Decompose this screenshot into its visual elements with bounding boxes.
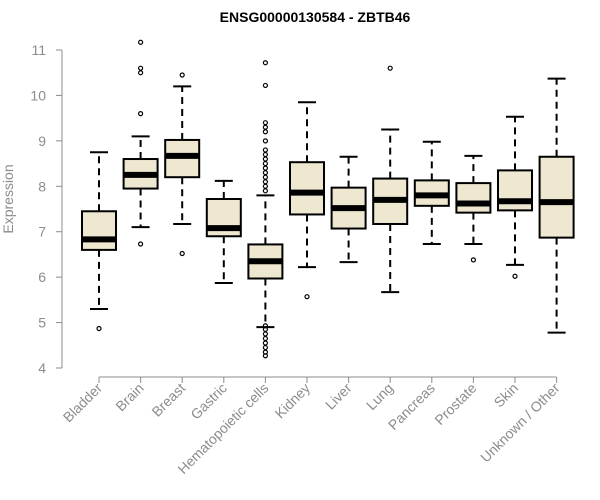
y-axis: 4 5 6 7 8 9 10 11 xyxy=(30,42,63,376)
y-axis-label: Expression xyxy=(0,164,16,233)
outlier-point xyxy=(262,340,268,346)
box-hematopoietic-cells xyxy=(247,60,284,359)
x-tick-label: Lung xyxy=(363,380,396,413)
y-tick-label: 7 xyxy=(38,224,46,240)
y-tick-label: 5 xyxy=(38,315,46,331)
iqr-box xyxy=(289,161,325,216)
box-unknown-other xyxy=(538,77,575,334)
outlier-point xyxy=(96,325,102,332)
outlier-point xyxy=(138,110,144,117)
x-tick-label: Liver xyxy=(322,380,355,413)
box-breast xyxy=(164,72,201,257)
box-brain xyxy=(122,39,159,247)
outlier-point xyxy=(262,331,268,337)
x-tick-label: Skin xyxy=(491,380,522,411)
x-tick-label: Breast xyxy=(148,380,188,420)
outlier-point xyxy=(512,273,518,279)
iqr-box xyxy=(455,182,492,214)
outlier-point xyxy=(470,257,476,263)
outlier-point xyxy=(262,335,268,342)
chart-title: ENSG00000130584 - ZBTB46 xyxy=(220,9,411,25)
outlier-point xyxy=(262,188,268,194)
y-tick-label: 6 xyxy=(38,269,46,285)
outlier-point xyxy=(262,120,268,126)
y-tick-label: 9 xyxy=(38,133,46,149)
outlier-point xyxy=(262,183,268,189)
outlier-point xyxy=(262,60,268,66)
outlier-point xyxy=(138,241,144,247)
outlier-point xyxy=(262,174,268,180)
y-tick-label: 10 xyxy=(30,87,46,103)
outlier-point xyxy=(179,72,185,78)
outlier-point xyxy=(262,156,268,162)
outlier-point xyxy=(262,323,268,329)
box-lung xyxy=(372,65,409,294)
box-liver xyxy=(330,155,367,264)
y-tick-label: 8 xyxy=(38,178,46,194)
outlier-point xyxy=(262,151,268,158)
outlier-point xyxy=(138,70,144,76)
box-bladder xyxy=(81,151,117,332)
x-tick-label: Brain xyxy=(112,380,146,414)
outlier-point xyxy=(387,65,393,71)
box-skin xyxy=(497,115,533,279)
y-tick-label: 11 xyxy=(31,42,46,58)
outlier-point xyxy=(179,250,185,257)
iqr-box xyxy=(81,210,117,251)
outlier-point xyxy=(262,160,268,167)
outlier-point xyxy=(262,147,268,153)
outlier-point xyxy=(262,170,268,176)
x-tick-label: Unknown / Other xyxy=(477,380,563,466)
outlier-point xyxy=(262,344,268,351)
outlier-point xyxy=(262,138,268,144)
outlier-point xyxy=(262,179,268,185)
box-gastric xyxy=(205,179,242,285)
box-kidney xyxy=(289,101,325,300)
outlier-point xyxy=(262,124,268,130)
iqr-box xyxy=(497,169,533,212)
outlier-point xyxy=(262,82,268,89)
outlier-point xyxy=(138,65,144,71)
x-tick-label: Bladder xyxy=(60,380,106,426)
iqr-box xyxy=(538,155,575,239)
y-tick-label: 4 xyxy=(38,360,46,376)
outlier-point xyxy=(262,129,268,135)
box-pancreas xyxy=(413,140,450,245)
box-prostate xyxy=(455,154,492,263)
outlier-point xyxy=(138,39,144,45)
outlier-point xyxy=(304,294,310,300)
plot-area xyxy=(81,39,575,359)
x-tick-label: Prostate xyxy=(431,380,479,428)
x-tick-label: Kidney xyxy=(272,380,314,422)
outlier-point xyxy=(262,165,268,171)
